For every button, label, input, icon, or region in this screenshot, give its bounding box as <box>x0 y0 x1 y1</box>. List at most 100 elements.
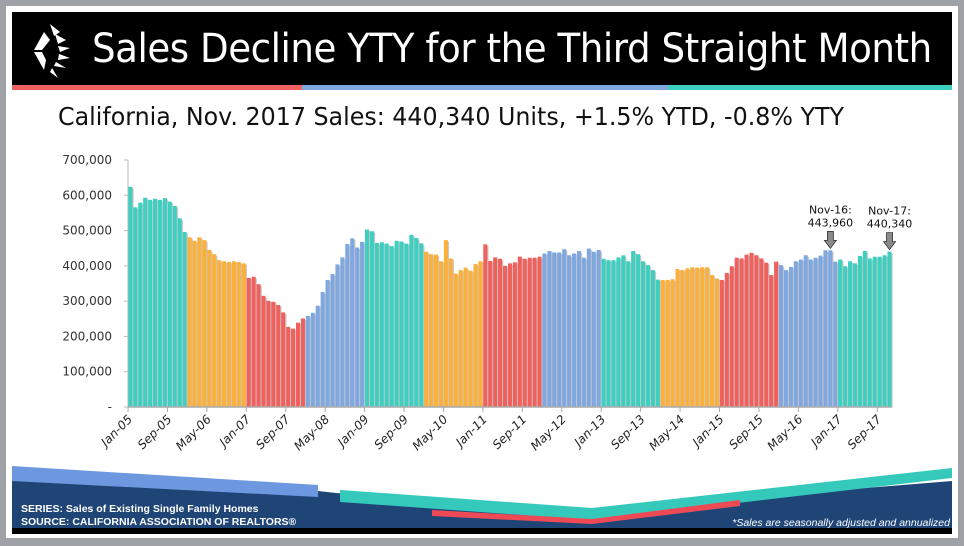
bar <box>305 315 310 407</box>
bar <box>458 270 463 407</box>
bar <box>162 198 167 407</box>
bar <box>823 250 828 407</box>
bar <box>724 272 729 407</box>
footer-source: SOURCE: CALIFORNIA ASSOCIATION OF REALTO… <box>21 516 297 528</box>
bar <box>271 301 276 407</box>
bar <box>572 253 577 407</box>
annotation-value: 440,340 <box>867 218 913 231</box>
bar <box>148 199 153 407</box>
bar <box>197 237 202 407</box>
x-tick-label: Sep-15 <box>726 412 766 452</box>
bar <box>345 243 350 407</box>
bar <box>369 231 374 407</box>
bar <box>236 261 241 407</box>
bar <box>350 238 355 407</box>
x-tick-label: Jan-15 <box>688 412 726 450</box>
bar <box>803 255 808 407</box>
x-tick-label: May-16 <box>764 412 805 453</box>
bar <box>719 279 724 407</box>
x-tick-label: May-12 <box>528 412 569 453</box>
bar <box>848 261 853 407</box>
bar <box>463 267 468 407</box>
bar <box>680 270 685 407</box>
bar <box>882 255 887 407</box>
bar <box>419 243 424 407</box>
bar <box>315 305 320 407</box>
car-logo-icon <box>34 24 70 78</box>
bar <box>453 273 458 407</box>
bar <box>557 252 562 407</box>
bar <box>517 256 522 407</box>
bar <box>852 263 857 407</box>
bar <box>690 267 695 407</box>
bar <box>424 251 429 407</box>
title-bar: Sales Decline YTY for the Third Straight… <box>12 12 952 85</box>
bar <box>192 240 197 407</box>
bar <box>818 255 823 407</box>
bar <box>734 257 739 407</box>
bar <box>685 268 690 407</box>
bar <box>399 241 404 407</box>
bar <box>665 279 670 407</box>
bar <box>340 257 345 407</box>
y-tick-label: 700,000 <box>62 153 112 167</box>
bar <box>266 300 271 407</box>
bar <box>749 252 754 407</box>
bar <box>857 255 862 407</box>
bar <box>222 261 227 407</box>
x-tick-label: May-10 <box>410 412 451 453</box>
x-tick-label: Sep-09 <box>371 412 411 452</box>
bar <box>251 276 256 407</box>
bar <box>286 326 291 407</box>
bar <box>473 264 478 407</box>
bar <box>779 265 784 407</box>
x-tick-label: Sep-11 <box>490 412 530 452</box>
bar <box>226 261 232 407</box>
bar <box>261 295 266 407</box>
bar <box>212 254 217 407</box>
bar <box>754 255 759 407</box>
bar <box>527 257 532 407</box>
x-tick-label: May-08 <box>291 412 332 453</box>
bar <box>300 318 305 407</box>
bar <box>157 199 163 407</box>
bar <box>843 266 848 407</box>
bar <box>394 240 399 407</box>
bar <box>335 264 340 407</box>
bar <box>217 260 222 407</box>
bar <box>478 261 483 407</box>
bar <box>670 279 675 407</box>
bar <box>764 262 769 407</box>
bar <box>793 261 798 407</box>
bar <box>187 237 192 407</box>
bar <box>710 275 715 407</box>
bar <box>552 252 557 407</box>
bar <box>483 244 488 407</box>
bar <box>438 261 443 407</box>
bar <box>443 240 448 407</box>
bar <box>355 247 360 407</box>
bar <box>705 267 710 407</box>
x-tick-label: Jan-07 <box>215 412 254 451</box>
bar <box>281 312 286 407</box>
bar <box>409 234 414 407</box>
bar <box>631 251 636 407</box>
x-tick-label: Sep-05 <box>135 412 175 452</box>
bar <box>828 250 833 407</box>
x-tick-label: Jan-13 <box>570 412 608 450</box>
annotation-month: Nov-17: <box>868 205 911 218</box>
bar <box>833 261 838 407</box>
annotation-value: 443,960 <box>808 216 854 229</box>
bar <box>177 218 182 407</box>
bar <box>695 267 700 407</box>
bar <box>507 263 512 407</box>
bar <box>877 256 882 407</box>
bar <box>379 242 384 407</box>
bar <box>320 291 325 407</box>
bar <box>601 258 606 407</box>
bar <box>887 251 892 407</box>
annotations: Nov-16:443,960 Nov-17:440,340 <box>808 203 913 251</box>
bar <box>626 261 631 407</box>
bar <box>133 207 138 407</box>
